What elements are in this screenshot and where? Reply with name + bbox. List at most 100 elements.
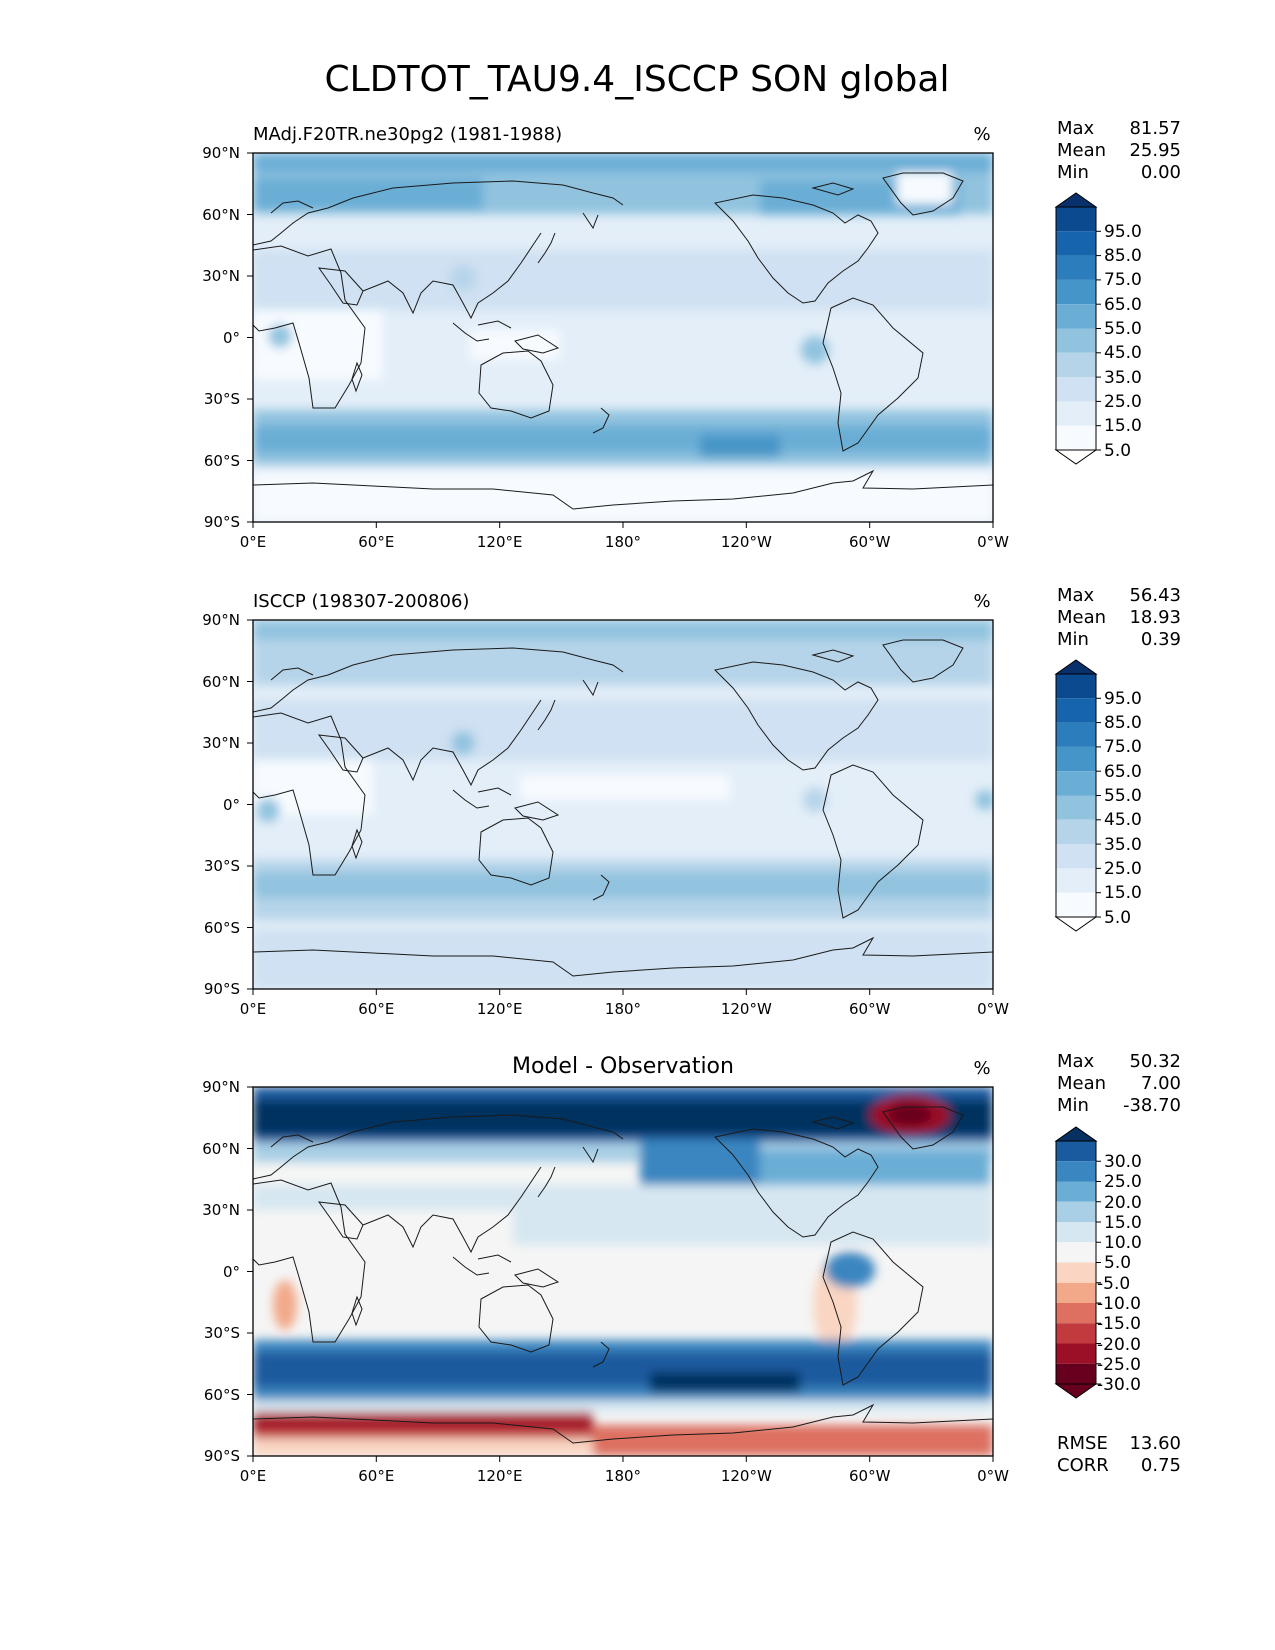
panel-obs-map — [253, 620, 993, 989]
svg-text:25.95: 25.95 — [1129, 140, 1181, 161]
svg-text:-5.0: -5.0 — [1097, 1274, 1130, 1294]
panel-obs: ISCCP (198307-200806) % 90°N — [202, 585, 1181, 1018]
svg-text:25.0: 25.0 — [1104, 859, 1142, 879]
svg-text:120°W: 120°W — [721, 533, 772, 551]
svg-text:0°W: 0°W — [977, 533, 1009, 551]
svg-text:120°E: 120°E — [477, 1000, 523, 1018]
svg-text:90°N: 90°N — [202, 611, 240, 629]
svg-text:18.93: 18.93 — [1129, 607, 1181, 628]
panel-model-stats: Max 81.57 Mean 25.95 Min 0.00 — [1057, 118, 1181, 183]
svg-text:25.0: 25.0 — [1104, 392, 1142, 412]
svg-text:-38.70: -38.70 — [1123, 1095, 1181, 1116]
svg-text:0°E: 0°E — [240, 1467, 267, 1485]
svg-text:7.00: 7.00 — [1141, 1073, 1181, 1094]
svg-text:35.0: 35.0 — [1104, 835, 1142, 855]
svg-text:0°: 0° — [223, 1263, 240, 1281]
svg-text:120°W: 120°W — [721, 1467, 772, 1485]
svg-text:20.0: 20.0 — [1104, 1193, 1142, 1213]
svg-text:0.00: 0.00 — [1141, 162, 1181, 183]
svg-text:0°E: 0°E — [240, 533, 267, 551]
svg-text:60°S: 60°S — [204, 1386, 240, 1404]
svg-text:-15.0: -15.0 — [1097, 1314, 1141, 1334]
svg-text:0°W: 0°W — [977, 1467, 1009, 1485]
panel-model: MAdj.F20TR.ne30pg2 (1981-1988) % — [202, 118, 1181, 551]
svg-text:10.0: 10.0 — [1104, 1233, 1142, 1253]
svg-text:-10.0: -10.0 — [1097, 1294, 1141, 1314]
svg-text:Min: Min — [1057, 1095, 1089, 1116]
svg-text:60°S: 60°S — [204, 452, 240, 470]
svg-text:30°N: 30°N — [202, 1201, 240, 1219]
svg-text:60°E: 60°E — [358, 533, 394, 551]
svg-text:-20.0: -20.0 — [1097, 1335, 1141, 1355]
panel-obs-stats: Max 56.43 Mean 18.93 Min 0.39 — [1057, 585, 1181, 650]
svg-text:45.0: 45.0 — [1104, 810, 1142, 830]
svg-text:-25.0: -25.0 — [1097, 1355, 1141, 1375]
svg-text:RMSE: RMSE — [1057, 1433, 1108, 1454]
svg-text:90°N: 90°N — [202, 1078, 240, 1096]
svg-text:Mean: Mean — [1057, 607, 1106, 628]
panel-diff-colorbar: 30.0 25.0 20.0 15.0 10.0 5.0 -5.0 -10.0 … — [1054, 1126, 1142, 1399]
svg-text:30°S: 30°S — [204, 390, 240, 408]
svg-text:60°N: 60°N — [202, 1140, 240, 1158]
panel-obs-y-axis: 90°N 60°N 30°N 0° 30°S 60°S 90°S — [202, 611, 253, 998]
svg-text:180°: 180° — [605, 1000, 641, 1018]
svg-text:55.0: 55.0 — [1104, 786, 1142, 806]
svg-text:180°: 180° — [605, 533, 641, 551]
svg-text:90°S: 90°S — [204, 1447, 240, 1465]
panel-obs-units: % — [973, 591, 990, 612]
svg-text:120°E: 120°E — [477, 1467, 523, 1485]
panel-obs-left-title: ISCCP (198307-200806) — [253, 591, 469, 612]
svg-text:Mean: Mean — [1057, 140, 1106, 161]
svg-text:60°W: 60°W — [849, 1467, 891, 1485]
svg-text:90°S: 90°S — [204, 513, 240, 531]
svg-text:45.0: 45.0 — [1104, 343, 1142, 363]
panel-model-units: % — [973, 124, 990, 145]
svg-text:Min: Min — [1057, 162, 1089, 183]
panel-obs-x-axis: 0°E 60°E 120°E 180° 120°W 60°W 0°W — [240, 989, 1009, 1018]
svg-text:60°S: 60°S — [204, 919, 240, 937]
svg-text:0°: 0° — [223, 796, 240, 814]
panel-diff: Model - Observation % — [202, 1051, 1181, 1485]
panel-obs-colorbar: 95.0 85.0 75.0 65.0 55.0 45.0 35.0 25.0 … — [1054, 659, 1142, 932]
svg-text:30.0: 30.0 — [1104, 1152, 1142, 1172]
svg-text:120°W: 120°W — [721, 1000, 772, 1018]
svg-text:0.39: 0.39 — [1141, 629, 1181, 650]
svg-text:60°N: 60°N — [202, 206, 240, 224]
svg-text:120°E: 120°E — [477, 533, 523, 551]
svg-text:95.0: 95.0 — [1104, 689, 1142, 709]
svg-text:30°S: 30°S — [204, 1324, 240, 1342]
svg-text:Max: Max — [1057, 1051, 1095, 1072]
panel-diff-title: Model - Observation — [512, 1054, 734, 1079]
svg-text:5.0: 5.0 — [1104, 441, 1131, 461]
svg-text:90°N: 90°N — [202, 144, 240, 162]
svg-text:60°W: 60°W — [849, 533, 891, 551]
panel-diff-footer-stats: RMSE 13.60 CORR 0.75 — [1057, 1433, 1181, 1476]
svg-text:5.0: 5.0 — [1104, 908, 1131, 928]
panel-model-y-axis: 90°N 60°N 30°N 0° 30°S 60°S 90°S — [202, 144, 253, 531]
svg-text:Max: Max — [1057, 585, 1095, 606]
svg-text:65.0: 65.0 — [1104, 295, 1142, 315]
svg-text:30°S: 30°S — [204, 857, 240, 875]
panel-model-x-axis: 0°E 60°E 120°E 180° 120°W 60°W 0°W — [240, 522, 1009, 551]
svg-text:60°E: 60°E — [358, 1000, 394, 1018]
svg-text:75.0: 75.0 — [1104, 270, 1142, 290]
svg-text:CORR: CORR — [1057, 1455, 1109, 1476]
panel-diff-stats: Max 50.32 Mean 7.00 Min -38.70 — [1057, 1051, 1181, 1116]
svg-text:75.0: 75.0 — [1104, 737, 1142, 757]
svg-text:30°N: 30°N — [202, 734, 240, 752]
svg-text:30°N: 30°N — [202, 267, 240, 285]
panel-diff-x-axis: 0°E 60°E 120°E 180° 120°W 60°W 0°W — [240, 1456, 1009, 1485]
svg-text:55.0: 55.0 — [1104, 319, 1142, 339]
panel-model-map — [253, 153, 993, 522]
panel-diff-units: % — [973, 1058, 990, 1079]
svg-text:0.75: 0.75 — [1141, 1455, 1181, 1476]
svg-text:15.0: 15.0 — [1104, 883, 1142, 903]
svg-text:0°W: 0°W — [977, 1000, 1009, 1018]
svg-text:56.43: 56.43 — [1129, 585, 1181, 606]
svg-text:65.0: 65.0 — [1104, 762, 1142, 782]
svg-text:60°N: 60°N — [202, 673, 240, 691]
svg-text:85.0: 85.0 — [1104, 246, 1142, 266]
svg-text:180°: 180° — [605, 1467, 641, 1485]
svg-text:81.57: 81.57 — [1129, 118, 1181, 139]
panel-model-left-title: MAdj.F20TR.ne30pg2 (1981-1988) — [253, 124, 562, 145]
